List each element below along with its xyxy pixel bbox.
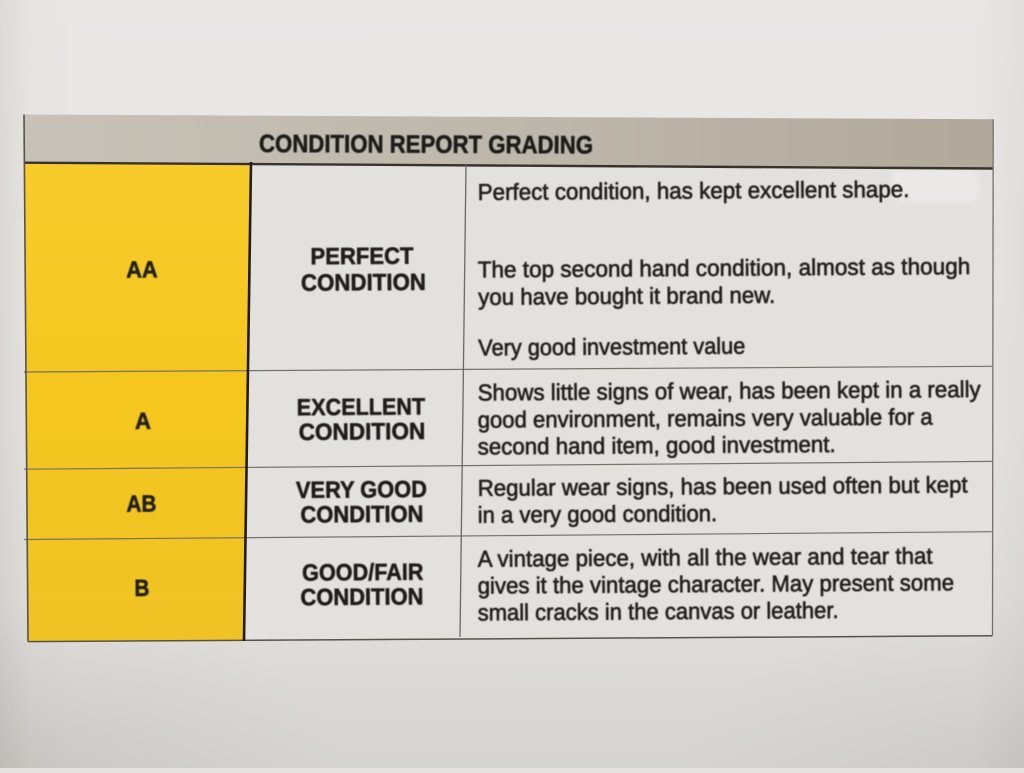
- svg-text:GOOD/FAIR: GOOD/FAIR: [302, 559, 423, 586]
- svg-text:gives it the vintage character: gives it the vintage character. May pres…: [478, 569, 955, 598]
- svg-text:you have bought it brand new.: you have bought it brand new.: [478, 282, 775, 310]
- svg-text:B: B: [134, 575, 149, 601]
- svg-text:Perfect condition, has kept ex: Perfect condition, has kept excellent sh…: [478, 176, 910, 205]
- svg-text:The top second hand condition,: The top second hand condition, almost as…: [478, 253, 971, 282]
- svg-text:EXCELLENT: EXCELLENT: [297, 393, 426, 420]
- svg-text:Regular wear signs, has been u: Regular wear signs, has been used often …: [478, 471, 969, 500]
- svg-text:CONDITION: CONDITION: [299, 418, 426, 445]
- svg-text:A: A: [135, 408, 151, 434]
- svg-text:CONDITION REPORT GRADING: CONDITION REPORT GRADING: [259, 130, 593, 159]
- svg-text:CONDITION: CONDITION: [300, 501, 423, 528]
- svg-text:VERY GOOD: VERY GOOD: [296, 476, 427, 503]
- svg-text:AB: AB: [126, 490, 156, 516]
- svg-text:CONDITION: CONDITION: [301, 269, 426, 296]
- svg-text:AA: AA: [126, 256, 158, 282]
- svg-text:A vintage piece, with all the: A vintage piece, with all the wear and t…: [478, 543, 934, 572]
- svg-text:CONDITION: CONDITION: [300, 583, 423, 610]
- svg-text:second hand item, good investm: second hand item, good investment.: [478, 431, 836, 459]
- svg-text:good environment, remains very: good environment, remains very valuable …: [478, 404, 933, 433]
- svg-text:PERFECT: PERFECT: [310, 243, 414, 270]
- svg-text:Very good investment value: Very good investment value: [478, 333, 745, 361]
- svg-text:small cracks in the canvas or: small cracks in the canvas or leather.: [478, 597, 839, 626]
- svg-text:in a very good condition.: in a very good condition.: [478, 500, 718, 528]
- svg-text:Shows little signs of wear, ha: Shows little signs of wear, has been kep…: [478, 376, 982, 406]
